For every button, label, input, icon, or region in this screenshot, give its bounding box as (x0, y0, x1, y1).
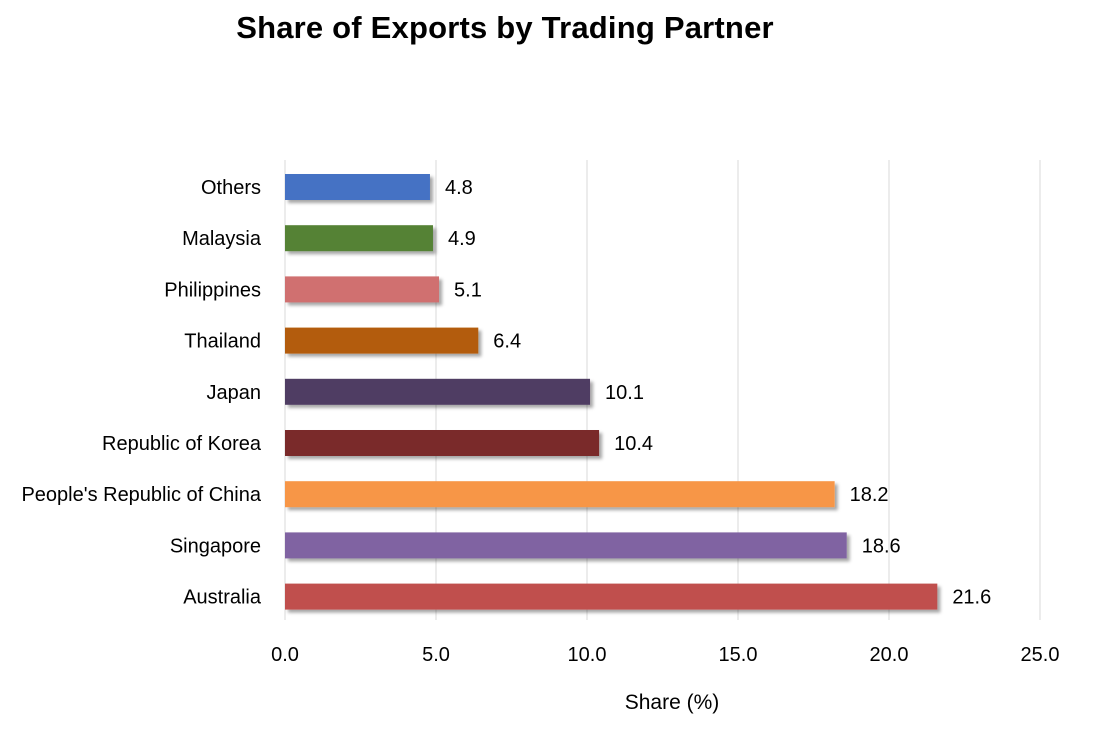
data-label: 5.1 (454, 279, 482, 301)
x-tick-label: 25.0 (1021, 644, 1060, 666)
category-label: Philippines (164, 279, 261, 301)
data-label: 18.2 (850, 484, 889, 506)
data-label: 10.1 (605, 382, 644, 404)
bar (285, 430, 600, 456)
chart-title: Share of Exports by Trading Partner (236, 10, 774, 45)
bar (285, 481, 835, 508)
data-label: 6.4 (493, 331, 521, 353)
category-label: Thailand (184, 331, 261, 353)
category-label: People's Republic of China (21, 484, 261, 506)
category-label: Japan (207, 382, 262, 404)
x-axis-title: Share (%) (625, 691, 720, 714)
category-label: Singapore (170, 535, 261, 557)
data-label: 4.8 (445, 177, 473, 199)
bar (285, 583, 938, 610)
bar (285, 378, 591, 405)
x-tick-label: 15.0 (719, 644, 758, 666)
bar (285, 327, 479, 354)
data-label: 21.6 (952, 587, 991, 609)
bar (285, 532, 847, 559)
category-label: Others (201, 177, 261, 199)
bar (285, 174, 430, 200)
x-tick-label: 0.0 (271, 644, 299, 666)
x-tick-label: 10.0 (568, 644, 607, 666)
bars (285, 174, 938, 610)
category-label: Australia (183, 587, 262, 609)
category-label: Malaysia (182, 228, 262, 250)
category-label: Republic of Korea (102, 433, 262, 455)
x-tick-label: 5.0 (422, 644, 450, 666)
labels: 0.0 5.0 10.0 15.0 20.0 25.0 Others 4.8 Malaysia 4… (21, 177, 1059, 666)
data-label: 10.4 (614, 433, 653, 455)
bar (285, 225, 433, 252)
bar (285, 276, 440, 303)
x-tick-label: 20.0 (870, 644, 909, 666)
data-label: 4.9 (448, 228, 476, 250)
data-label: 18.6 (862, 535, 901, 557)
